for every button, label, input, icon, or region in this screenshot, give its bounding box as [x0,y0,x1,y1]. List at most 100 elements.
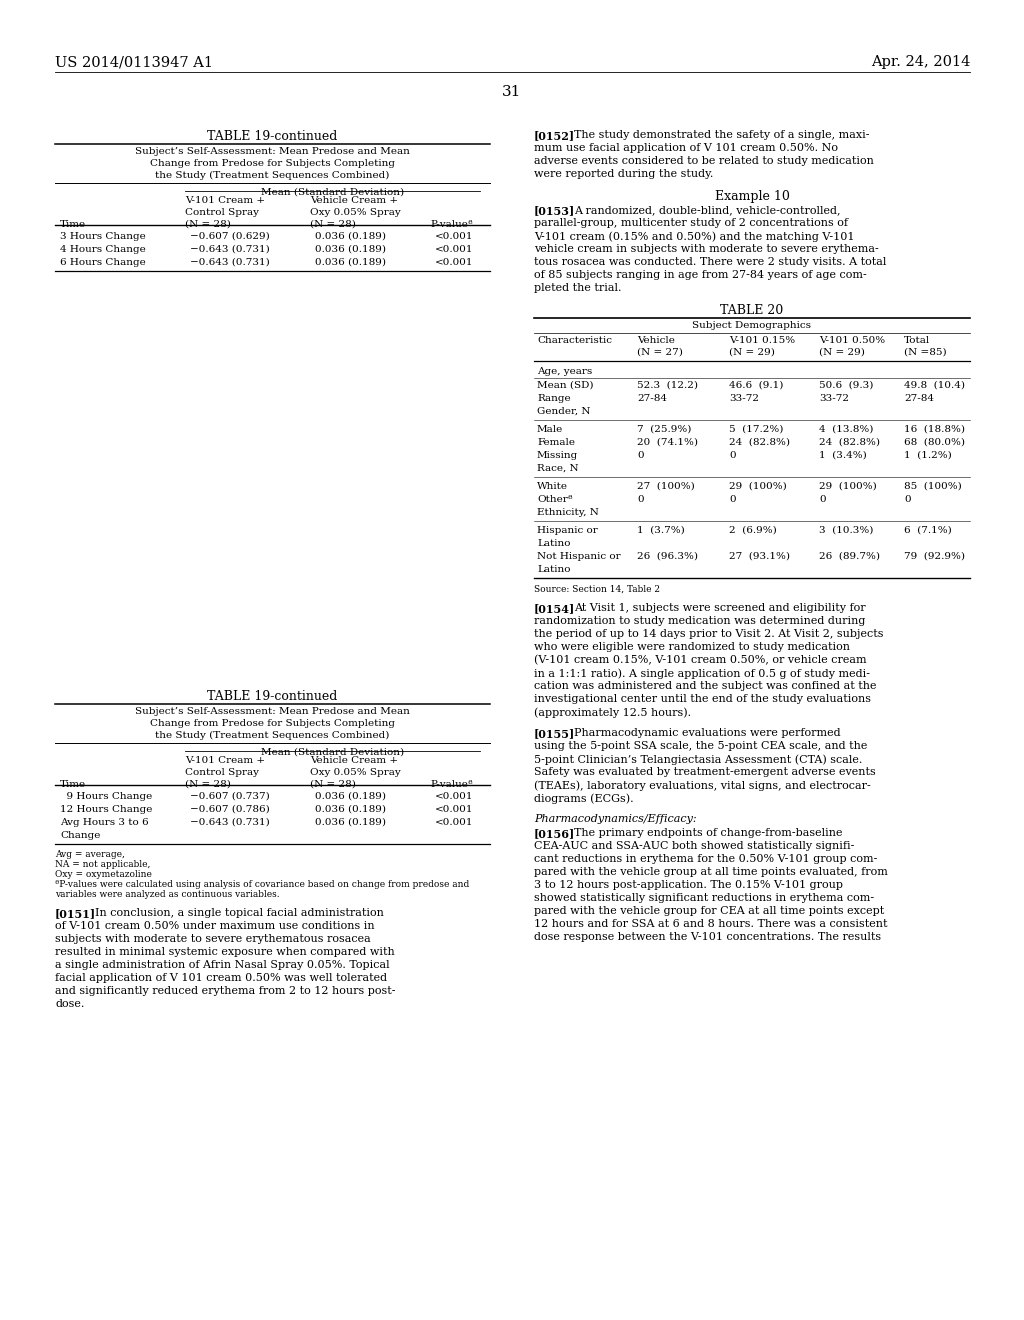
Text: 3 Hours Change: 3 Hours Change [60,232,145,242]
Text: 1  (1.2%): 1 (1.2%) [904,451,951,459]
Text: 12 hours and for SSA at 6 and 8 hours. There was a consistent: 12 hours and for SSA at 6 and 8 hours. T… [534,919,888,929]
Text: (N =85): (N =85) [904,348,946,356]
Text: Oxy 0.05% Spray: Oxy 0.05% Spray [310,209,400,216]
Text: adverse events considered to be related to study medication: adverse events considered to be related … [534,156,873,166]
Text: Range: Range [537,393,570,403]
Text: 0.036 (0.189): 0.036 (0.189) [315,246,386,253]
Text: V-101 0.15%: V-101 0.15% [729,337,795,345]
Text: (TEAEs), laboratory evaluations, vital signs, and electrocar-: (TEAEs), laboratory evaluations, vital s… [534,780,870,791]
Text: randomization to study medication was determined during: randomization to study medication was de… [534,616,865,626]
Text: Vehicle Cream +: Vehicle Cream + [310,756,398,766]
Text: of 85 subjects ranging in age from 27-84 years of age com-: of 85 subjects ranging in age from 27-84… [534,271,866,280]
Text: Not Hispanic or: Not Hispanic or [537,552,621,561]
Text: (N = 27): (N = 27) [637,348,683,356]
Text: 0.036 (0.189): 0.036 (0.189) [315,257,386,267]
Text: (N = 29): (N = 29) [819,348,865,356]
Text: Avg Hours 3 to 6: Avg Hours 3 to 6 [60,818,148,828]
Text: dose.: dose. [55,999,84,1008]
Text: 20  (74.1%): 20 (74.1%) [637,438,698,447]
Text: variables were analyzed as continuous variables.: variables were analyzed as continuous va… [55,890,280,899]
Text: Time: Time [60,780,86,789]
Text: ªP-values were calculated using analysis of covariance based on change from pred: ªP-values were calculated using analysis… [55,880,469,888]
Text: 12 Hours Change: 12 Hours Change [60,805,153,814]
Text: Safety was evaluated by treatment-emergent adverse events: Safety was evaluated by treatment-emerge… [534,767,876,777]
Text: TABLE 20: TABLE 20 [720,304,783,317]
Text: 4 Hours Change: 4 Hours Change [60,246,145,253]
Text: <0.001: <0.001 [435,246,473,253]
Text: Change from Predose for Subjects Completing: Change from Predose for Subjects Complet… [150,719,395,729]
Text: (V-101 cream 0.15%, V-101 cream 0.50%, or vehicle cream: (V-101 cream 0.15%, V-101 cream 0.50%, o… [534,655,866,665]
Text: Oxy 0.05% Spray: Oxy 0.05% Spray [310,768,400,777]
Text: 16  (18.8%): 16 (18.8%) [904,425,965,434]
Text: V-101 0.50%: V-101 0.50% [819,337,885,345]
Text: Control Spray: Control Spray [185,768,259,777]
Text: the Study (Treatment Sequences Combined): the Study (Treatment Sequences Combined) [156,172,390,180]
Text: Subject’s Self-Assessment: Mean Predose and Mean: Subject’s Self-Assessment: Mean Predose … [135,147,410,156]
Text: Source: Section 14, Table 2: Source: Section 14, Table 2 [534,585,660,594]
Text: [0154]: [0154] [534,603,575,614]
Text: <0.001: <0.001 [435,818,473,828]
Text: 27  (93.1%): 27 (93.1%) [729,552,790,561]
Text: Age, years: Age, years [537,367,592,376]
Text: Characteristic: Characteristic [537,337,612,345]
Text: −0.643 (0.731): −0.643 (0.731) [190,818,269,828]
Text: Vehicle Cream +: Vehicle Cream + [310,195,398,205]
Text: 1  (3.7%): 1 (3.7%) [637,525,685,535]
Text: of V-101 cream 0.50% under maximum use conditions in: of V-101 cream 0.50% under maximum use c… [55,921,375,931]
Text: 7  (25.9%): 7 (25.9%) [637,425,691,434]
Text: 85  (100%): 85 (100%) [904,482,962,491]
Text: Subject Demographics: Subject Demographics [692,321,811,330]
Text: <0.001: <0.001 [435,232,473,242]
Text: 0: 0 [819,495,825,504]
Text: who were eligible were randomized to study medication: who were eligible were randomized to stu… [534,642,850,652]
Text: [0152]: [0152] [534,129,575,141]
Text: Total: Total [904,337,930,345]
Text: Pharmacodynamic evaluations were performed: Pharmacodynamic evaluations were perform… [574,729,841,738]
Text: 31: 31 [503,84,521,99]
Text: V-101 cream (0.15% and 0.50%) and the matching V-101: V-101 cream (0.15% and 0.50%) and the ma… [534,231,854,242]
Text: Control Spray: Control Spray [185,209,259,216]
Text: The study demonstrated the safety of a single, maxi-: The study demonstrated the safety of a s… [574,129,869,140]
Text: 0: 0 [729,495,735,504]
Text: parallel-group, multicenter study of 2 concentrations of: parallel-group, multicenter study of 2 c… [534,218,848,228]
Text: −0.643 (0.731): −0.643 (0.731) [190,257,269,267]
Text: 6 Hours Change: 6 Hours Change [60,257,145,267]
Text: Pharmacodynamics/Efficacy:: Pharmacodynamics/Efficacy: [534,814,696,824]
Text: <0.001: <0.001 [435,805,473,814]
Text: <0.001: <0.001 [435,792,473,801]
Text: A randomized, double-blind, vehicle-controlled,: A randomized, double-blind, vehicle-cont… [574,205,841,215]
Text: were reported during the study.: were reported during the study. [534,169,714,180]
Text: 27-84: 27-84 [904,393,934,403]
Text: CEA-AUC and SSA-AUC both showed statistically signifi-: CEA-AUC and SSA-AUC both showed statisti… [534,841,854,851]
Text: facial application of V 101 cream 0.50% was well tolerated: facial application of V 101 cream 0.50% … [55,973,387,983]
Text: −0.607 (0.786): −0.607 (0.786) [190,805,269,814]
Text: cant reductions in erythema for the 0.50% V-101 group com-: cant reductions in erythema for the 0.50… [534,854,878,865]
Text: resulted in minimal systemic exposure when compared with: resulted in minimal systemic exposure wh… [55,946,394,957]
Text: in a 1:1:1 ratio). A single application of 0.5 g of study medi-: in a 1:1:1 ratio). A single application … [534,668,870,678]
Text: Change from Predose for Subjects Completing: Change from Predose for Subjects Complet… [150,158,395,168]
Text: 0.036 (0.189): 0.036 (0.189) [315,232,386,242]
Text: 27-84: 27-84 [637,393,667,403]
Text: [0153]: [0153] [534,205,575,216]
Text: 49.8  (10.4): 49.8 (10.4) [904,381,965,389]
Text: 1  (3.4%): 1 (3.4%) [819,451,866,459]
Text: 0.036 (0.189): 0.036 (0.189) [315,792,386,801]
Text: vehicle cream in subjects with moderate to severe erythema-: vehicle cream in subjects with moderate … [534,244,879,253]
Text: 0.036 (0.189): 0.036 (0.189) [315,805,386,814]
Text: [0155]: [0155] [534,729,575,739]
Text: US 2014/0113947 A1: US 2014/0113947 A1 [55,55,213,69]
Text: Gender, N: Gender, N [537,407,591,416]
Text: 3 to 12 hours post-application. The 0.15% V-101 group: 3 to 12 hours post-application. The 0.15… [534,880,843,890]
Text: tous rosacea was conducted. There were 2 study visits. A total: tous rosacea was conducted. There were 2… [534,257,887,267]
Text: 52.3  (12.2): 52.3 (12.2) [637,381,698,389]
Text: −0.607 (0.629): −0.607 (0.629) [190,232,269,242]
Text: Missing: Missing [537,451,579,459]
Text: Latino: Latino [537,565,570,574]
Text: (N = 28): (N = 28) [185,780,230,789]
Text: 29  (100%): 29 (100%) [819,482,877,491]
Text: Vehicle: Vehicle [637,337,675,345]
Text: and significantly reduced erythema from 2 to 12 hours post-: and significantly reduced erythema from … [55,986,395,997]
Text: dose response between the V-101 concentrations. The results: dose response between the V-101 concentr… [534,932,881,942]
Text: 0.036 (0.189): 0.036 (0.189) [315,818,386,828]
Text: NA = not applicable,: NA = not applicable, [55,861,151,869]
